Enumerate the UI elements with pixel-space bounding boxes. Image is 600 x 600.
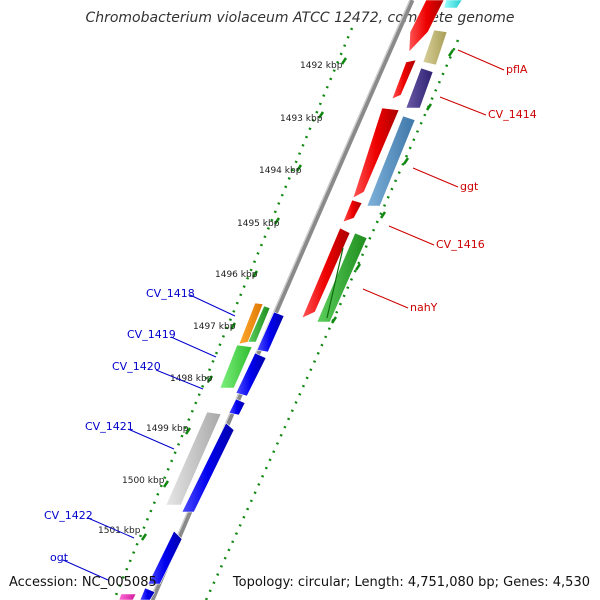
gene-label-cv1419[interactable]: CV_1419 (127, 328, 176, 341)
kbp-label: 1499 kbp (146, 424, 189, 434)
kbp-label: 1496 kbp (215, 270, 258, 280)
reverse-gene-labels: CV_1418 CV_1419 CV_1420 CV_1421 CV_1422 … (44, 287, 236, 581)
kbp-label: 1493 kbp (280, 114, 323, 124)
gene-label-cv1421[interactable]: CV_1421 (85, 420, 134, 433)
gene-lime[interactable] (219, 344, 253, 389)
gene-label-cv1416[interactable]: CV_1416 (436, 238, 485, 251)
gene-blue-bottom[interactable] (139, 587, 156, 600)
gene-cyan[interactable] (443, 0, 463, 9)
gene-large-red[interactable] (352, 107, 400, 199)
gene-label-cv1414[interactable]: CV_1414 (488, 108, 537, 121)
gene-blue-lower[interactable] (147, 530, 183, 585)
outer-dotted-track (204, 39, 460, 600)
gene-label-nahY[interactable]: nahY (410, 301, 438, 314)
scale-ticks (140, 57, 348, 541)
gene-pink[interactable] (118, 593, 137, 600)
gene-small-red[interactable] (342, 199, 363, 223)
gene-purple[interactable] (405, 67, 434, 109)
gene-red-lower[interactable] (301, 227, 351, 319)
gene-khaki[interactable] (422, 29, 448, 66)
accession-text: Accession: NC_005085 (9, 575, 157, 590)
gene-blue-arrow-2[interactable] (235, 352, 267, 397)
kbp-label: 1498 kbp (170, 374, 213, 384)
gene-forward-top[interactable] (408, 0, 445, 53)
gene-label-cv1418[interactable]: CV_1418 (146, 287, 195, 300)
gene-label-ogt[interactable]: ogt (50, 551, 69, 564)
gene-label-cv1422[interactable]: CV_1422 (44, 509, 93, 522)
gene-blue-small[interactable] (228, 398, 246, 416)
kbp-label: 1497 kbp (193, 322, 236, 332)
scale-labels: 1492 kbp 1493 kbp 1494 kbp 1495 kbp 1496… (98, 61, 343, 536)
gene-blue-arrow-1[interactable] (256, 311, 285, 353)
outer-track-marks (330, 49, 455, 324)
gene-steelblue[interactable] (366, 115, 416, 207)
gene-label-ggt[interactable]: ggt (460, 180, 479, 193)
gene-grey[interactable] (165, 411, 222, 506)
kbp-label: 1494 kbp (259, 166, 302, 176)
gene-blue-long[interactable] (181, 422, 235, 513)
kbp-label: 1500 kbp (122, 476, 165, 486)
gene-green-small[interactable] (247, 305, 271, 343)
forward-strand-genes (301, 0, 463, 323)
kbp-label: 1495 kbp (237, 219, 280, 229)
kbp-label: 1501 kbp (98, 526, 141, 536)
gene-label-cv1420[interactable]: CV_1420 (112, 360, 161, 373)
kbp-label: 1492 kbp (300, 61, 343, 71)
forward-gene-labels: pflA CV_1414 ggt CV_1416 nahY (362, 49, 537, 314)
genome-backbone (149, 0, 415, 600)
gene-pflA-partner[interactable] (391, 59, 417, 100)
topology-text: Topology: circular; Length: 4,751,080 bp… (232, 575, 590, 590)
reverse-strand-genes (118, 302, 285, 600)
gene-green[interactable] (316, 232, 368, 323)
gene-label-pflA[interactable]: pflA (506, 63, 528, 76)
